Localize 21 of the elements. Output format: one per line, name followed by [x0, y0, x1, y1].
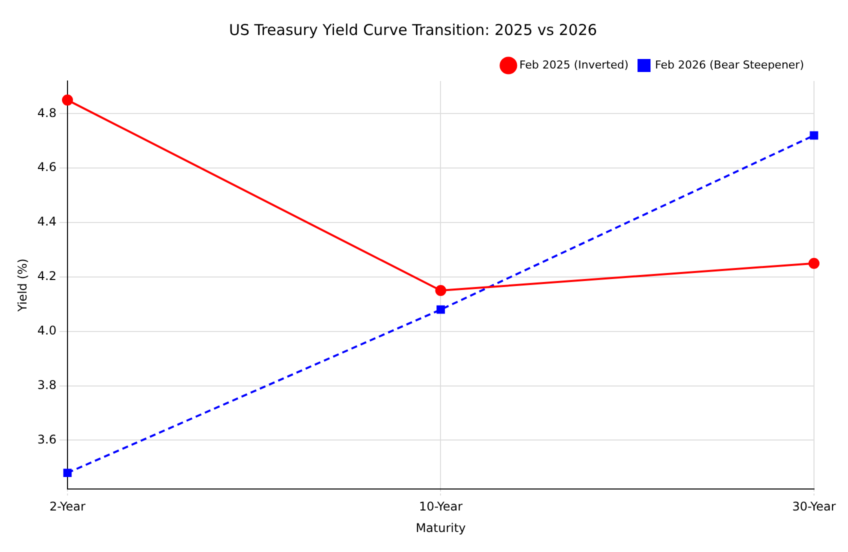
point [62, 94, 73, 106]
y-tick-label: 4.8 [37, 106, 56, 120]
point [810, 131, 818, 140]
y-tick-label: 4.0 [37, 323, 56, 338]
x-tick-label: 30-Year [792, 500, 836, 514]
point [63, 468, 72, 478]
y-axis-title: Yield (%) [15, 258, 30, 313]
y-tick-label: 3.8 [37, 378, 56, 392]
y-tick-label: 4.4 [37, 214, 56, 229]
chart-title: US Treasury Yield Curve Transition: 2025 vs 2026 [228, 20, 598, 39]
point [436, 305, 445, 314]
x-tick-label: 2-Year [50, 500, 86, 514]
y-tick-label: 3.6 [37, 432, 56, 446]
y-tick-label: 4.6 [37, 160, 56, 174]
y-tick-label: 4.2 [37, 269, 56, 284]
point [435, 285, 446, 296]
legend-label: Feb 2025 (Inverted) [519, 58, 629, 72]
point [808, 258, 820, 269]
legend-label: Feb 2026 (Bear Steepener) [655, 58, 804, 72]
x-tick-label: 10-Year [418, 500, 463, 514]
x-axis-title: Maturity [416, 520, 466, 535]
